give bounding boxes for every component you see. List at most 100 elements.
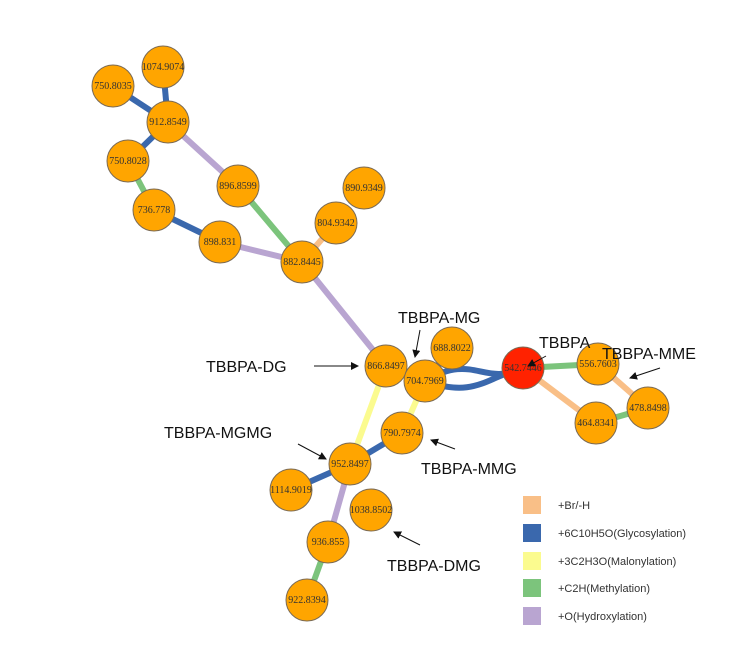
node-804-9342[interactable]: 804.9342 [314, 201, 358, 245]
node-898-831[interactable]: 898.831 [198, 220, 242, 264]
callout-layer: TBBPA-DG TBBPA-MG TBBPA TBBPA-MME TBBPA-… [164, 310, 696, 575]
node-label: 790.7974 [383, 428, 421, 439]
node-layer: 1074.9074 750.8035 912.8549 750.8028 896… [91, 45, 670, 622]
legend-label: +6C10H5O(Glycosylation) [558, 528, 686, 540]
node-label: 1038.8502 [350, 505, 393, 516]
node-750-8028[interactable]: 750.8028 [106, 139, 150, 183]
node-label: 750.8028 [109, 156, 147, 167]
node-label: 750.8035 [94, 81, 132, 92]
node-label: 542.7446 [504, 363, 542, 374]
node-936-855[interactable]: 936.855 [306, 520, 350, 564]
node-circle [364, 344, 408, 388]
node-circle [380, 411, 424, 455]
node-464-8341[interactable]: 464.8341 [574, 401, 618, 445]
legend-label: +O(Hydroxylation) [558, 611, 647, 623]
node-label: 464.8341 [577, 418, 615, 429]
callout-arrow [297, 443, 327, 460]
node-circle [626, 386, 670, 430]
node-label: 898.831 [204, 237, 237, 248]
legend-item-malonylation: +3C2H3O(Malonylation) [523, 552, 676, 570]
callout-arrow [393, 531, 421, 546]
callout-arrow [412, 329, 421, 358]
callout-arrow [629, 367, 661, 380]
node-952-8497[interactable]: 952.8497 [328, 442, 372, 486]
legend-label: +C2H(Methylation) [558, 583, 650, 595]
node-label: 952.8497 [331, 459, 369, 470]
node-922-8394[interactable]: 922.8394 [285, 578, 329, 622]
node-478-8498[interactable]: 478.8498 [626, 386, 670, 430]
node-circle [342, 166, 386, 210]
node-circle [403, 359, 447, 403]
node-label: 882.8445 [283, 257, 321, 268]
callout-arrow [430, 438, 456, 450]
node-556-7603[interactable]: 556.7603 [576, 342, 620, 386]
legend: +Br/-H +6C10H5O(Glycosylation) +3C2H3O(M… [523, 496, 686, 625]
node-896-8599[interactable]: 896.8599 [216, 164, 260, 208]
node-1114-9019[interactable]: 1114.9019 [269, 468, 313, 512]
callout-tbbpa-mme: TBBPA-MME [602, 346, 696, 380]
callout-label: TBBPA-MG [398, 310, 480, 327]
node-circle [285, 578, 329, 622]
callout-label: TBBPA-MGMG [164, 425, 272, 442]
node-label: 896.8599 [219, 181, 257, 192]
node-688-8022[interactable]: 688.8022 [430, 326, 474, 370]
node-label: 804.9342 [317, 218, 355, 229]
callout-label: TBBPA [539, 335, 591, 352]
callout-tbbpa-mg: TBBPA-MG [398, 310, 480, 358]
node-1038-8502[interactable]: 1038.8502 [349, 488, 393, 532]
legend-swatch [523, 579, 541, 597]
node-882-8445[interactable]: 882.8445 [280, 240, 324, 284]
legend-swatch [523, 496, 541, 514]
node-circle [132, 188, 176, 232]
node-750-8035[interactable]: 750.8035 [91, 64, 135, 108]
legend-swatch [523, 607, 541, 625]
node-circle [349, 488, 393, 532]
legend-swatch [523, 524, 541, 542]
node-label: 1114.9019 [270, 485, 312, 496]
legend-label: +Br/-H [558, 500, 590, 512]
node-790-7974[interactable]: 790.7974 [380, 411, 424, 455]
callout-label: TBBPA-MMG [421, 461, 517, 478]
node-circle [328, 442, 372, 486]
callout-arrow [527, 355, 547, 367]
node-890-9349[interactable]: 890.9349 [342, 166, 386, 210]
callout-tbbpa-dmg: TBBPA-DMG [387, 531, 481, 575]
node-circle [314, 201, 358, 245]
edge-n882-n866 [299, 259, 389, 369]
callout-tbbpa: TBBPA [527, 335, 591, 367]
node-label: 688.8022 [433, 343, 471, 354]
node-542-7446[interactable]: 542.7446 [501, 346, 545, 390]
legend-item-hydroxylation: +O(Hydroxylation) [523, 607, 647, 625]
node-circle [306, 520, 350, 564]
node-label: 556.7603 [579, 359, 617, 370]
legend-item-glycosylation: +6C10H5O(Glycosylation) [523, 524, 686, 542]
node-label: 704.7969 [406, 376, 444, 387]
node-704-7969[interactable]: 704.7969 [403, 359, 447, 403]
callout-label: TBBPA-MME [602, 346, 696, 363]
node-label: 890.9349 [345, 183, 383, 194]
node-1074-9074[interactable]: 1074.9074 [141, 45, 185, 89]
node-circle [269, 468, 313, 512]
node-label: 1074.9074 [142, 62, 185, 73]
node-circle [430, 326, 474, 370]
node-866-8497[interactable]: 866.8497 [364, 344, 408, 388]
node-circle [576, 342, 620, 386]
callout-label: TBBPA-DG [206, 359, 287, 376]
legend-item-br: +Br/-H [523, 496, 590, 514]
node-912-8549[interactable]: 912.8549 [146, 100, 190, 144]
node-label: 936.855 [312, 537, 345, 548]
node-circle [574, 401, 618, 445]
callout-tbbpa-mgmg: TBBPA-MGMG [164, 425, 327, 460]
node-label: 736.778 [138, 205, 171, 216]
callout-tbbpa-dg: TBBPA-DG [206, 359, 359, 376]
node-circle [141, 45, 185, 89]
callout-tbbpa-mmg: TBBPA-MMG [421, 438, 517, 478]
node-736-778[interactable]: 736.778 [132, 188, 176, 232]
node-label: 922.8394 [288, 595, 326, 606]
legend-item-methylation: +C2H(Methylation) [523, 579, 650, 597]
node-circle [146, 100, 190, 144]
node-circle [198, 220, 242, 264]
legend-label: +3C2H3O(Malonylation) [558, 556, 676, 568]
node-label: 866.8497 [367, 361, 405, 372]
